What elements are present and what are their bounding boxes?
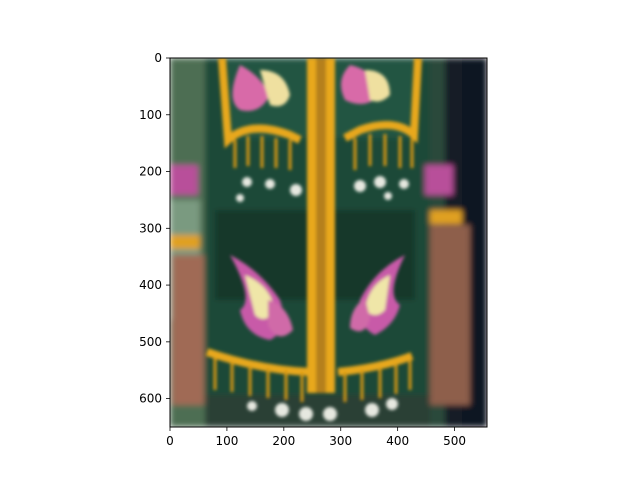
y-tick-label: 500	[139, 335, 162, 349]
y-tick-label: 300	[139, 221, 162, 235]
y-tick-label: 200	[139, 165, 162, 179]
y-tick-label: 100	[139, 108, 162, 122]
x-tick-label: 200	[272, 434, 295, 448]
axes-frame	[169, 57, 488, 428]
x-tick-label: 400	[386, 434, 409, 448]
x-tick-label: 500	[443, 434, 466, 448]
x-tick-label: 0	[166, 434, 174, 448]
y-tick-label: 600	[139, 392, 162, 406]
embroidered-vest-image	[170, 58, 487, 427]
x-axis-ticks: 0 100 200 300 400 500	[166, 427, 466, 448]
y-tick-label: 400	[139, 278, 162, 292]
x-tick-label: 100	[215, 434, 238, 448]
x-tick-label: 300	[329, 434, 352, 448]
y-tick-label: 0	[154, 51, 162, 65]
y-axis-ticks: 0 100 200 300 400 500 600	[139, 51, 170, 406]
